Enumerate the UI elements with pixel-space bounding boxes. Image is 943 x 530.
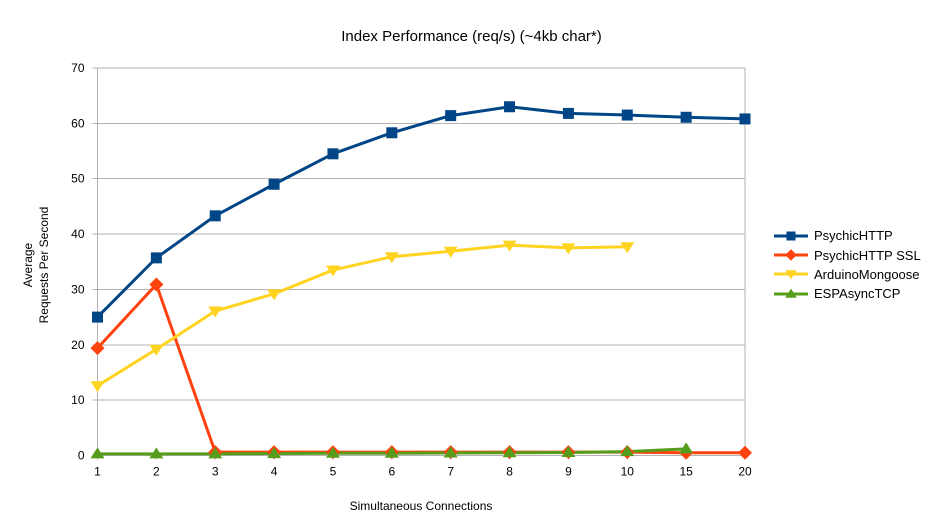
series-marker-espasynctcp — [443, 446, 458, 458]
legend-marker — [785, 270, 797, 280]
series-marker-arduinomongoose — [561, 243, 576, 255]
series-marker-arduinomongoose — [149, 344, 164, 356]
series-marker-espasynctcp — [561, 445, 576, 457]
series-marker-arduinomongoose — [502, 240, 517, 252]
legend-marker — [785, 249, 797, 261]
legend-label: PsychicHTTP — [814, 228, 893, 244]
series-marker-espasynctcp — [208, 447, 223, 459]
x-tick-label: 1 — [94, 465, 101, 479]
x-tick-label: 20 — [738, 465, 752, 479]
series-line-psychichttp-ssl — [96, 282, 747, 455]
x-tick-label: 9 — [565, 465, 572, 479]
y-axis-title-line2: Requests Per Second — [37, 206, 51, 324]
series-marker-psychichttp — [92, 311, 103, 323]
series-marker-arduinomongoose — [443, 246, 458, 258]
series-marker-arduinomongoose — [384, 252, 399, 264]
legend: PsychicHTTP PsychicHTTP SSL ArduinoMongoos… — [773, 226, 921, 304]
series-marker-espasynctcp — [384, 446, 399, 458]
x-axis-title: Simultaneous Connections — [349, 499, 493, 513]
series-marker-arduinomongoose — [267, 289, 282, 301]
series-marker-psychichttp-ssl — [738, 445, 752, 460]
series-marker-psychichttp — [386, 127, 398, 139]
x-tick-label: 5 — [330, 465, 337, 479]
legend-marker — [786, 231, 796, 241]
legend-item: ESPAsyncTCP — [773, 284, 921, 303]
series-line-psychichttp — [96, 105, 747, 319]
y-tick-label: 0 — [78, 449, 85, 463]
y-tick-label: 70 — [71, 61, 85, 75]
series-marker-psychichttp — [739, 113, 751, 125]
x-tick-label: 6 — [388, 465, 395, 479]
legend-swatch-diamond-icon — [774, 249, 808, 261]
series-marker-psychichttp — [150, 252, 162, 264]
series-marker-espasynctcp — [679, 442, 694, 454]
series-marker-arduinomongoose — [90, 381, 105, 393]
legend-marker — [785, 288, 797, 298]
series-marker-psychichttp — [445, 110, 457, 122]
series-marker-arduinomongoose — [208, 306, 223, 318]
y-tick-label: 10 — [71, 393, 85, 407]
series-marker-psychichttp — [209, 210, 221, 222]
y-tick-label: 40 — [71, 227, 85, 241]
x-tick-label: 3 — [212, 465, 219, 479]
x-tick-label: 15 — [679, 465, 693, 479]
chart-title: Index Performance (req/s) (~4kb char*) — [341, 28, 602, 45]
series-marker-arduinomongoose — [325, 265, 340, 277]
series-marker-espasynctcp — [90, 447, 105, 459]
x-tick-label: 8 — [506, 465, 513, 479]
series-marker-espasynctcp — [620, 445, 635, 457]
legend-label: ArduinoMongoose — [814, 266, 920, 282]
series-marker-psychichttp — [268, 178, 280, 190]
x-tick-label: 7 — [447, 465, 454, 479]
x-tick-label: 10 — [621, 465, 635, 479]
y-axis-title: Average Requests Per Second — [20, 165, 54, 365]
y-tick-label: 50 — [71, 172, 85, 186]
series-marker-psychichttp — [680, 111, 692, 123]
legend-item: PsychicHTTP SSL — [773, 245, 921, 264]
x-tick-label: 2 — [153, 465, 160, 479]
legend-label: PsychicHTTP SSL — [814, 247, 921, 263]
series-marker-psychichttp-ssl — [90, 341, 105, 356]
series-marker-psychichttp — [327, 148, 339, 160]
series-marker-espasynctcp — [149, 447, 164, 459]
series-marker-arduinomongoose — [620, 242, 635, 254]
x-tick-label: 4 — [271, 465, 278, 479]
legend-swatch-triangle-down-icon — [774, 270, 808, 280]
series-marker-psychichttp — [504, 101, 516, 113]
series-marker-psychichttp-ssl — [149, 277, 164, 292]
y-tick-label: 20 — [71, 338, 85, 352]
y-tick-label: 30 — [71, 282, 85, 296]
legend-swatch-triangle-up-icon — [774, 288, 808, 298]
legend-item: PsychicHTTP — [773, 226, 921, 245]
series-marker-psychichttp — [562, 107, 574, 119]
series-marker-espasynctcp — [267, 447, 282, 459]
series-marker-espasynctcp — [325, 446, 340, 458]
series-line-arduinomongoose — [96, 243, 629, 388]
series-marker-psychichttp — [621, 109, 633, 121]
legend-label: ESPAsyncTCP — [814, 286, 901, 302]
series-marker-espasynctcp — [502, 446, 517, 458]
legend-item: ArduinoMongoose — [773, 265, 921, 284]
legend-swatch-square-icon — [774, 231, 808, 241]
y-tick-label: 60 — [71, 116, 85, 130]
y-axis-title-line1: Average — [21, 242, 35, 288]
